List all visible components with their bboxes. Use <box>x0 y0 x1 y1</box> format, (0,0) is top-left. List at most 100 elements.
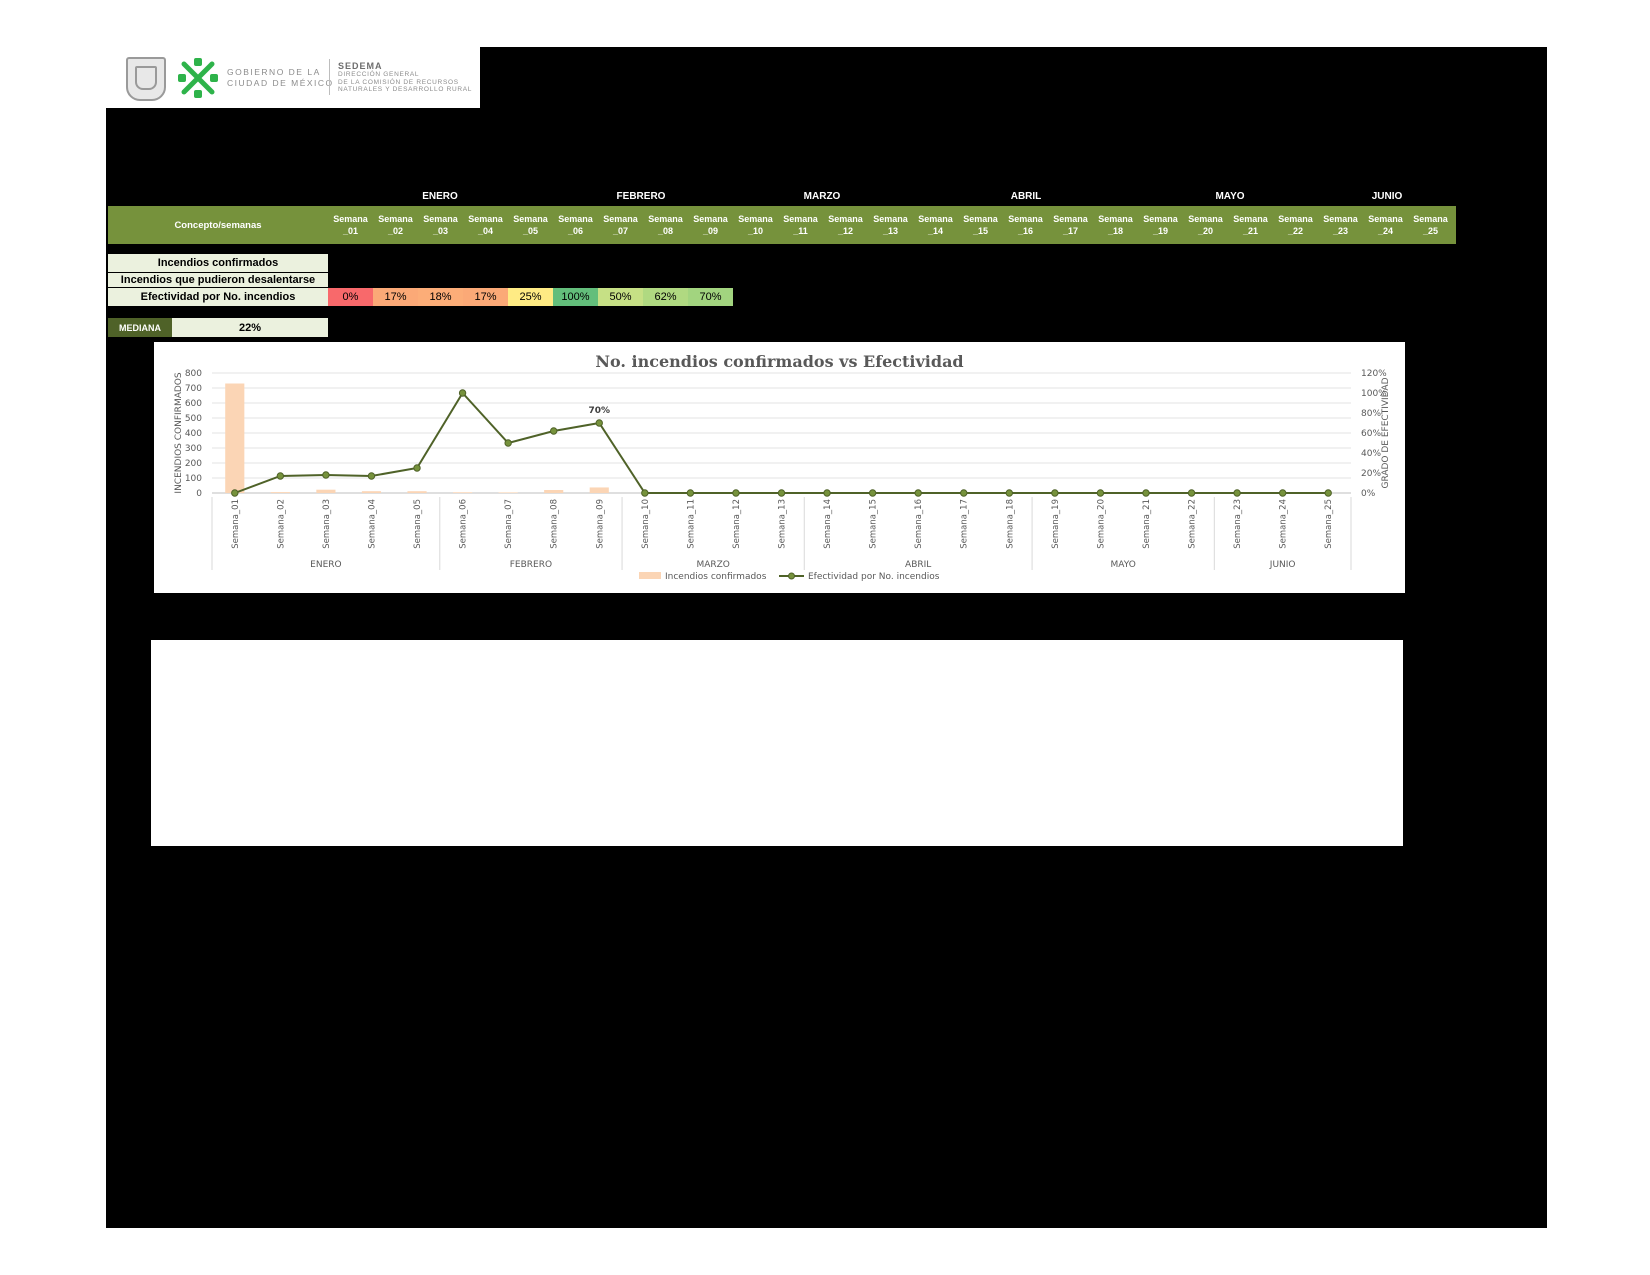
efectividad-point <box>868 489 877 497</box>
left-axis-title: INCENDIOS CONFIRMADOS <box>174 372 184 493</box>
cdmx-logo-icon <box>178 58 218 98</box>
organization-line-2: DE LA COMISIÓN DE RECURSOS <box>338 78 459 86</box>
left-axis-tick-label: 300 <box>185 444 202 454</box>
x-axis-tick-label: Semana_11 <box>686 499 696 549</box>
efectividad-cell: 17% <box>373 288 418 306</box>
week-header-cell: Semana _11 <box>783 214 818 236</box>
x-axis-tick-label: Semana_10 <box>641 499 651 549</box>
row-label-desalentarse: Incendios que pudieron desalentarse <box>108 273 328 287</box>
efectividad-cell: 17% <box>463 288 508 306</box>
left-axis-tick-label: 800 <box>185 369 202 379</box>
bar-semana-04 <box>361 491 382 493</box>
efectividad-point <box>1096 489 1105 497</box>
right-axis-tick-label: 40% <box>1361 449 1381 459</box>
bar-semana-07 <box>498 492 518 493</box>
right-axis-tick-label: 120% <box>1361 369 1387 379</box>
efectividad-point <box>504 439 512 447</box>
logo-divider <box>329 59 330 95</box>
organization-line-1: DIRECCIÓN GENERAL <box>338 71 420 78</box>
row-label-confirmados: Incendios confirmados <box>108 254 328 272</box>
efectividad-point <box>823 489 831 497</box>
efectividad-point <box>1051 489 1059 497</box>
month-header-enero: ENERO <box>422 191 458 202</box>
week-header-cell: Semana _24 <box>1368 214 1403 236</box>
month-header-marzo: MARZO <box>803 191 841 202</box>
efectividad-point <box>1233 489 1241 497</box>
header-logo: GOBIERNO DE LA CIUDAD DE MÉXICO SEDEMA D… <box>106 47 480 108</box>
right-axis-tick-label: 80% <box>1361 409 1381 419</box>
bar-semana-01 <box>225 383 245 493</box>
week-header-cell: Semana _06 <box>558 214 593 236</box>
bar-semana-03 <box>316 489 336 493</box>
x-axis-tick-label: Semana_18 <box>1005 499 1015 549</box>
week-header-cell: Semana _16 <box>1008 214 1043 236</box>
x-axis-tick-label: Semana_01 <box>231 499 241 549</box>
left-axis-tick-label: 500 <box>185 414 202 424</box>
efectividad-point <box>367 472 376 480</box>
month-header-febrero: FEBRERO <box>616 191 666 202</box>
month-group-label: FEBRERO <box>510 560 552 570</box>
week-header-cell: Semana _04 <box>468 214 503 236</box>
efectividad-point <box>1142 489 1150 497</box>
week-header-cell: Semana _21 <box>1233 214 1268 236</box>
efectividad-point <box>1187 489 1196 497</box>
empty-panel <box>151 640 1403 846</box>
efectividad-point <box>550 427 558 435</box>
x-axis-tick-label: Semana_02 <box>276 499 286 549</box>
efectividad-point <box>914 489 922 497</box>
row-label-efectividad: Efectividad por No. incendios <box>108 288 328 306</box>
government-line-2: CIUDAD DE MÉXICO <box>227 78 334 88</box>
efectividad-point <box>231 489 239 497</box>
efectividad-cell: 100% <box>553 288 598 306</box>
left-axis-tick-label: 700 <box>185 384 202 394</box>
efectividad-cell: 50% <box>598 288 643 306</box>
week-header-cell: Semana _01 <box>333 214 368 236</box>
efectividad-point <box>458 389 467 397</box>
right-axis-tick-label: 100% <box>1361 389 1387 399</box>
efectividad-point <box>1005 489 1013 497</box>
efectividad-point <box>960 489 968 497</box>
coat-of-arms-icon <box>126 57 166 101</box>
x-axis-tick-label: Semana_05 <box>413 499 423 549</box>
chart-plot: 0 100 200 300 400 500 600 700 800 0% 20% 40% 60% 80% 1… <box>174 369 1391 582</box>
left-axis-tick-label: 400 <box>185 429 202 439</box>
x-axis-tick-label: Semana_25 <box>1324 499 1334 549</box>
week-header-cell: Semana _18 <box>1098 214 1133 236</box>
x-axis-tick-label: Semana_24 <box>1279 499 1289 549</box>
efectividad-cell: 70% <box>688 288 733 306</box>
month-group-label: ENERO <box>310 560 341 570</box>
bar-semana-05 <box>407 491 427 493</box>
week-header-cell: Semana _19 <box>1143 214 1178 236</box>
right-axis-tick-label: 0% <box>1361 489 1376 499</box>
month-header-junio: JUNIO <box>1371 191 1403 202</box>
x-axis-tick-label: Semana_22 <box>1188 499 1198 549</box>
week-header-cell: Semana _10 <box>738 214 773 236</box>
x-axis-tick-label: Semana_17 <box>960 499 970 549</box>
bar-semana-08 <box>544 490 564 493</box>
government-name: GOBIERNO DE LA CIUDAD DE MÉXICO <box>227 67 334 89</box>
week-header-cell: Semana _07 <box>603 214 638 236</box>
efectividad-point <box>1324 489 1332 497</box>
week-header-bar <box>108 206 1456 244</box>
efectividad-point <box>732 489 740 497</box>
efectividad-point <box>413 464 421 472</box>
efectividad-point <box>1278 489 1287 497</box>
x-axis-tick-label: Semana_12 <box>732 499 742 549</box>
data-label: 70% <box>588 406 610 416</box>
week-header-cell: Semana _03 <box>423 214 458 236</box>
month-header-mayo: MAYO <box>1215 191 1245 202</box>
legend-label-bar: Incendios confirmados <box>665 572 767 582</box>
x-axis-tick-label: Semana_21 <box>1142 499 1152 549</box>
month-group-label: MAYO <box>1111 560 1136 570</box>
x-axis-tick-label: Semana_16 <box>914 499 924 549</box>
week-header-cell: Semana _09 <box>693 214 728 236</box>
x-axis-tick-label: Semana_19 <box>1051 499 1061 549</box>
efectividad-point <box>276 472 285 480</box>
week-header-cell: Semana _17 <box>1053 214 1088 236</box>
week-header-cell: Semana _08 <box>648 214 683 236</box>
efectividad-point <box>595 419 603 427</box>
efectividad-cell: 0% <box>328 288 373 306</box>
left-axis-tick-label: 600 <box>185 399 202 409</box>
left-axis-tick-label: 100 <box>185 474 202 484</box>
efectividad-cell: 18% <box>418 288 463 306</box>
